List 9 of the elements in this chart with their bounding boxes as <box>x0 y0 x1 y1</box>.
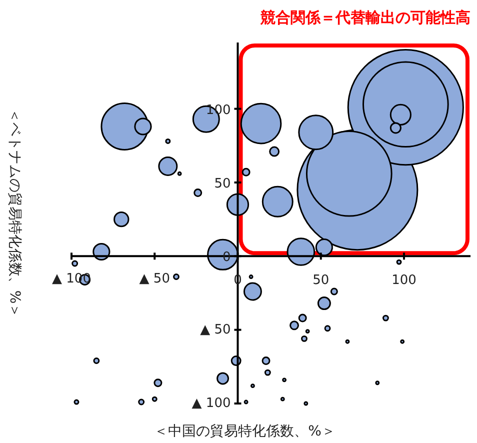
x-axis-title: ＜中国の貿易特化係数、%＞ <box>154 424 336 440</box>
x-tick-label: ▲ 50 <box>139 272 170 287</box>
y-axis-title: ＜ベトナムの貿易特化係数、%＞ <box>6 108 22 318</box>
x-tick-label: 100 <box>392 273 416 288</box>
y-tick-label: ▲ 50 <box>200 322 231 338</box>
y-tick-label: 50 <box>214 176 231 192</box>
x-tick-label: 50 <box>312 273 330 288</box>
chart-title: 競合関係＝代替輸出の可能性高 <box>260 8 470 26</box>
y-tick-label: ▲ 100 <box>192 396 231 411</box>
